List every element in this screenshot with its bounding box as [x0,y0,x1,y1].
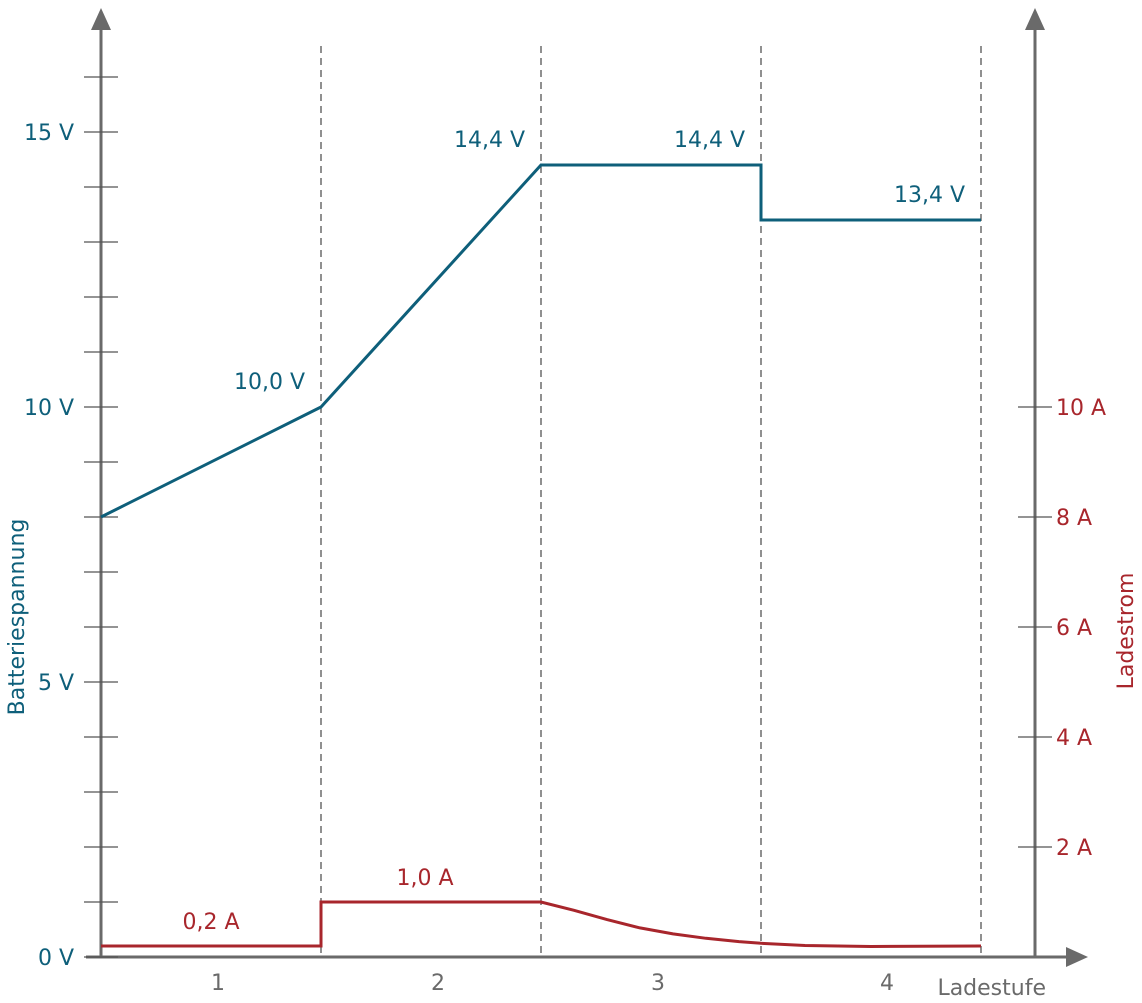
series-lines [100,163,982,949]
x-axis-categories: 1 2 3 4 [211,971,894,996]
x-axis-title: Ladestufe [937,976,1046,1001]
y-right-tick-label-6: 6 A [1056,616,1092,641]
x-category-label-2: 2 [431,971,445,996]
current-label-1: 0,2 A [182,910,239,935]
x-axis-arrow [1066,947,1088,967]
y-right-axis-title: Ladestrom [1114,573,1139,690]
voltage-label-3: 14,4 V [674,128,745,153]
data-labels: 10,0 V 14,4 V 14,4 V 13,4 V 0,2 A 1,0 A [182,128,965,935]
y-left-axis-title: Batteriespannung [5,519,30,716]
y-right-tick-label-4: 4 A [1056,726,1092,751]
right-axis-ticks: 2 A 4 A 6 A 8 A 10 A [1018,396,1106,861]
axes [86,8,1088,967]
y-left-tick-label-0: 0 V [38,946,74,971]
current-label-2: 1,0 A [396,866,453,891]
y-right-axis-arrow [1025,8,1045,30]
voltage-label-2: 14,4 V [454,128,525,153]
voltage-line [100,163,981,519]
y-left-tick-label-10: 10 V [24,396,74,421]
voltage-label-4: 13,4 V [894,183,965,208]
current-line [101,900,982,949]
x-category-label-4: 4 [880,971,894,996]
x-category-label-3: 3 [651,971,665,996]
y-left-tick-label-5: 5 V [38,671,74,696]
y-left-axis-arrow [91,8,111,30]
stage-boundaries [320,46,982,957]
left-axis-ticks: 0 V 5 V 10 V 15 V [24,76,118,971]
y-right-tick-label-2: 2 A [1056,836,1092,861]
y-right-tick-label-8: 8 A [1056,506,1092,531]
voltage-label-1: 10,0 V [234,370,305,395]
y-right-tick-label-10: 10 A [1056,396,1106,421]
x-category-label-1: 1 [211,971,225,996]
y-left-tick-label-15: 15 V [24,121,74,146]
